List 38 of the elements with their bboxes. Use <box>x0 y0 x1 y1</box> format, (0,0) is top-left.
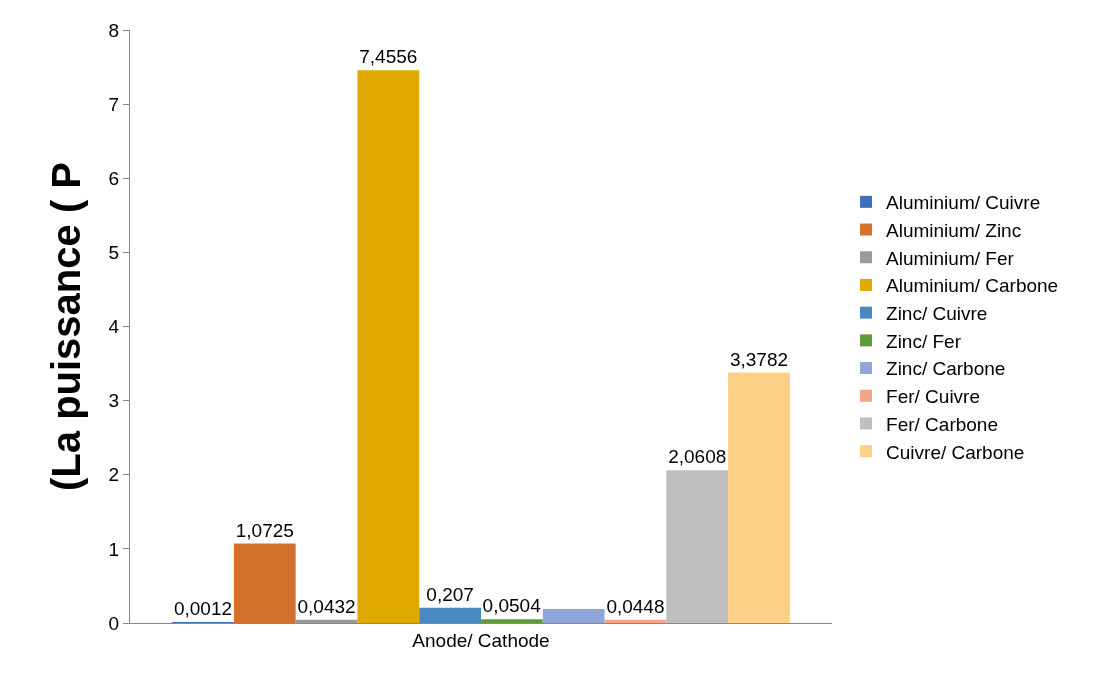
y-tick-label: 4 <box>108 316 120 338</box>
y-tick-label: 0 <box>108 612 120 634</box>
data-label: 3,3782 <box>729 348 789 370</box>
bar <box>357 70 420 623</box>
y-tick-label: 5 <box>108 242 120 264</box>
data-label: 0,0012 <box>173 598 233 619</box>
legend-label: Zinc/ Cuivre <box>886 303 988 325</box>
bar <box>419 607 481 623</box>
legend-label: Zinc/ Fer <box>886 330 962 352</box>
data-label: 0,0504 <box>482 595 542 617</box>
data-label: 1,0725 <box>235 519 294 541</box>
legend-label: Aluminium/ Cuivre <box>886 192 1041 214</box>
legend-label: Aluminium/ Fer <box>886 247 1015 269</box>
legend-label: Aluminium/ Zinc <box>886 219 1022 241</box>
y-tick-label: 6 <box>108 167 120 189</box>
bar <box>481 619 543 623</box>
data-label: 0,0448 <box>606 595 665 617</box>
bar <box>542 608 605 623</box>
data-label: 7,4556 <box>359 46 418 68</box>
y-tick-label: 8 <box>108 19 120 41</box>
y-tick-label: 2 <box>108 464 120 486</box>
bar <box>728 372 790 623</box>
y-tick-label: 3 <box>108 390 120 412</box>
bar <box>666 470 729 623</box>
legend-label: Aluminium/ Carbone <box>886 275 1059 297</box>
y-tick-label: 1 <box>108 538 120 560</box>
y-tick-label: 7 <box>108 93 120 115</box>
y-axis-title: (La puissance ( P <box>44 162 89 491</box>
legend-label: Fer/ Carbone <box>886 413 998 435</box>
legend-label: Zinc/ Carbone <box>886 358 1006 380</box>
x-tick-label: Anode/ Cathode <box>412 629 550 651</box>
data-label: 0,0432 <box>297 595 356 617</box>
data-label: 0,207 <box>426 583 474 605</box>
legend-label: Fer/ Cuivre <box>886 386 981 408</box>
legend-label: Cuivre/ Carbone <box>886 441 1025 463</box>
bar <box>295 619 358 623</box>
data-label: 2,0608 <box>668 446 727 468</box>
bar <box>233 543 296 623</box>
